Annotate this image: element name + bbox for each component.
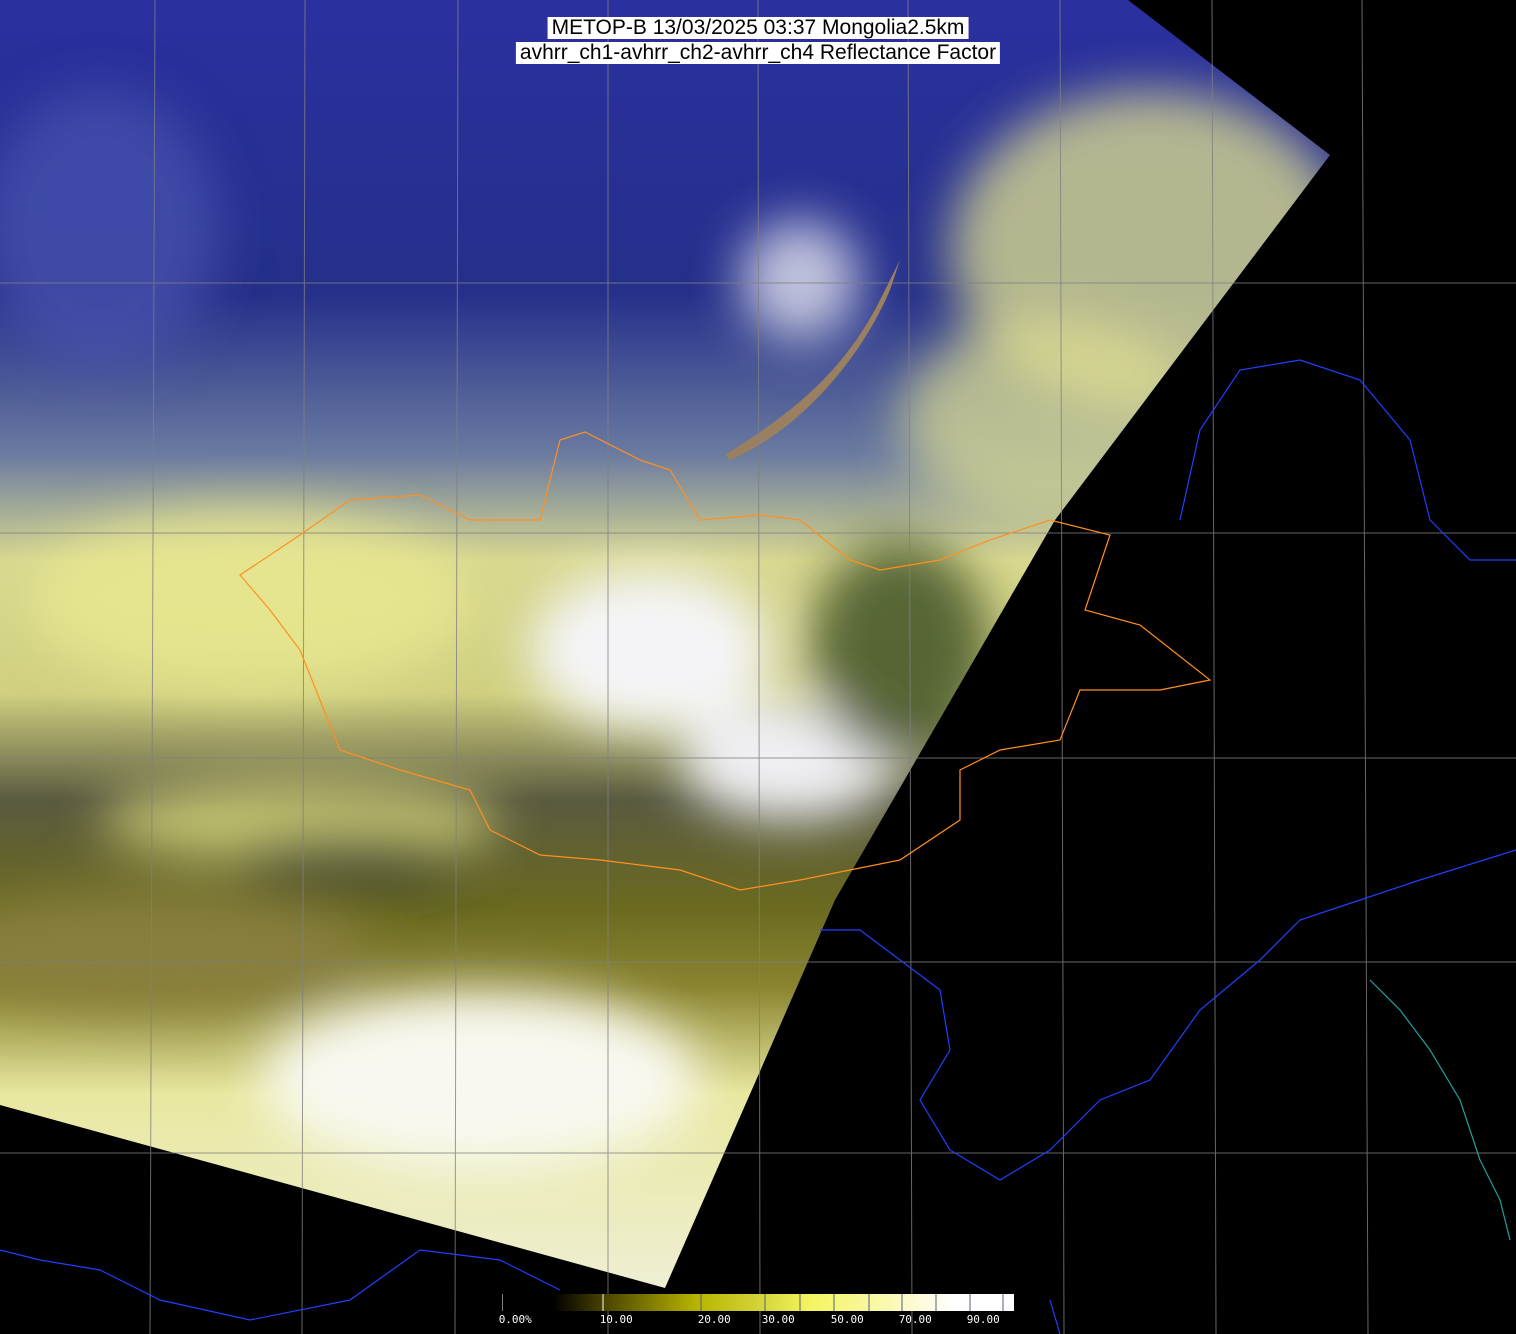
colorbar-label: 10.00 [599, 1313, 633, 1326]
image-subtitle: avhrr_ch1-avhrr_ch2-avhrr_ch4 Reflectanc… [515, 42, 1001, 64]
korea-coast [1369, 979, 1511, 1241]
colorbar-label: 20.00 [697, 1313, 731, 1326]
colorbar-label: 50.00 [830, 1313, 864, 1326]
mongolia-border [239, 431, 1212, 891]
colorbar-label: 70.00 [898, 1313, 932, 1326]
image-title: METOP-B 13/03/2025 03:37 Mongolia2.5km [547, 17, 969, 39]
coastline [820, 359, 1516, 1334]
colorbar-label: 90.00 [966, 1313, 1000, 1326]
colorbar-label: 30.00 [761, 1313, 795, 1326]
colorbar-label: 0.00% [498, 1313, 532, 1326]
colorbar [502, 1294, 1014, 1311]
colorbar-gradient [502, 1294, 1014, 1311]
borders [0, 359, 1516, 1334]
southwest-coast [0, 1249, 561, 1321]
